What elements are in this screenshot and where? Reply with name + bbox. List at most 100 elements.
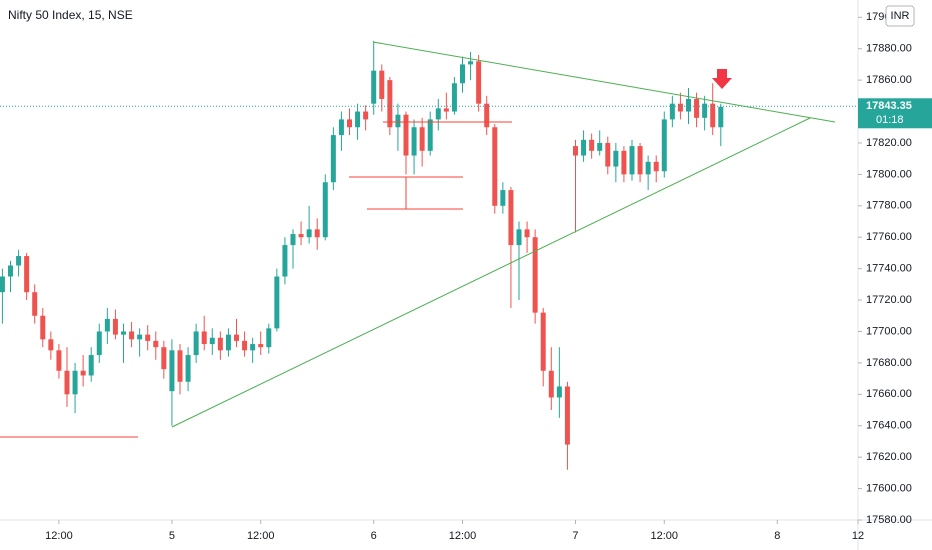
candle-body xyxy=(508,190,514,246)
candle-body xyxy=(637,146,643,175)
candle-body xyxy=(209,337,215,345)
candle-body xyxy=(185,355,191,382)
candle-body xyxy=(613,150,619,167)
candle-body xyxy=(532,237,538,313)
candle-body xyxy=(32,292,38,316)
last-price-box xyxy=(858,98,932,129)
chart-title: Nifty 50 Index, 15, NSE xyxy=(8,8,133,22)
y-tick-label: 17580.00 xyxy=(866,514,912,526)
candle-body xyxy=(581,139,587,156)
candle-body xyxy=(468,61,474,65)
candle-body xyxy=(548,370,554,398)
candle-body xyxy=(346,119,352,128)
candle-body xyxy=(233,334,239,341)
candle-body xyxy=(40,315,46,340)
candle-body xyxy=(556,386,562,398)
y-tick-label: 17760.00 xyxy=(866,231,912,243)
candle-body xyxy=(500,190,506,206)
candle-body xyxy=(459,64,465,84)
candle-body xyxy=(282,245,288,277)
y-tick-label: 17880.00 xyxy=(866,43,912,55)
candle-body xyxy=(403,114,409,156)
y-tick-label: 17860.00 xyxy=(866,74,912,86)
candle-body xyxy=(258,344,264,348)
candle-body xyxy=(242,340,248,351)
x-tick-label: 7 xyxy=(572,530,578,542)
candle-body xyxy=(371,70,377,104)
candle-body xyxy=(492,127,498,206)
candle-body xyxy=(387,80,393,128)
down-arrow xyxy=(712,69,732,89)
candle-body xyxy=(621,150,627,175)
candle-body xyxy=(629,146,635,175)
candle-body xyxy=(104,318,110,332)
candle-body xyxy=(363,111,369,120)
candle-body xyxy=(443,108,449,112)
candle-body xyxy=(330,135,336,183)
y-tick-label: 17800.00 xyxy=(866,168,912,180)
candle-body xyxy=(290,234,296,246)
candle-body xyxy=(572,146,578,156)
trend-line xyxy=(171,117,811,428)
candle-body xyxy=(48,339,54,351)
candle-body xyxy=(161,347,167,370)
x-tick-label: 8 xyxy=(774,530,780,542)
y-tick-label: 17640.00 xyxy=(866,420,912,432)
candle-body xyxy=(80,370,86,376)
currency-label: INR xyxy=(891,10,910,22)
currency-badge xyxy=(885,5,915,27)
candle-body xyxy=(266,328,272,348)
candle-body xyxy=(64,370,70,395)
candle-body xyxy=(24,256,30,293)
candle-body xyxy=(645,161,651,175)
plot-area xyxy=(0,40,858,470)
candle-body xyxy=(201,331,207,345)
candle-body xyxy=(677,103,683,112)
candle-body xyxy=(589,139,595,151)
candle-body xyxy=(217,337,223,351)
candle-body xyxy=(314,229,320,238)
candle-body xyxy=(250,344,256,351)
candle-body xyxy=(718,106,724,128)
candle-body xyxy=(177,350,183,382)
candle-body xyxy=(524,229,530,238)
candle-body xyxy=(0,276,5,293)
candle-body xyxy=(7,265,13,277)
candle-body xyxy=(338,119,344,136)
candle-body xyxy=(193,331,199,356)
x-tick-label: 12:00 xyxy=(651,530,679,542)
x-tick-label: 5 xyxy=(169,530,175,542)
candle-body xyxy=(427,119,433,151)
y-tick-label: 17780.00 xyxy=(866,200,912,212)
candle-body xyxy=(153,340,159,348)
trend-line xyxy=(372,41,836,123)
candle-body xyxy=(710,103,716,128)
candle-body xyxy=(661,119,667,172)
x-tick-label: 12 xyxy=(852,530,864,542)
candle-body xyxy=(597,142,603,151)
candle-body xyxy=(298,234,304,238)
candle-body xyxy=(137,334,143,340)
y-tick-label: 17700.00 xyxy=(866,325,912,337)
candle-body xyxy=(435,108,441,120)
candle-body xyxy=(274,276,280,329)
candle-body xyxy=(72,370,78,395)
y-tick-label: 17680.00 xyxy=(866,357,912,369)
candle-body xyxy=(605,142,611,167)
candle-body xyxy=(16,256,22,266)
candle-body xyxy=(96,331,102,356)
candle-body xyxy=(419,127,425,151)
candle-body xyxy=(516,229,522,246)
candle-body xyxy=(694,98,700,118)
candle-body xyxy=(669,103,675,120)
candle-body xyxy=(395,114,401,128)
candle-body xyxy=(540,312,546,371)
y-tick-label: 17600.00 xyxy=(866,482,912,494)
candle-body xyxy=(120,331,126,335)
x-tick-label: 12:00 xyxy=(247,530,275,542)
candle-body xyxy=(379,70,385,99)
y-tick-label: 17720.00 xyxy=(866,294,912,306)
candle-body xyxy=(702,103,708,118)
x-tick-label: 12:00 xyxy=(45,530,73,542)
